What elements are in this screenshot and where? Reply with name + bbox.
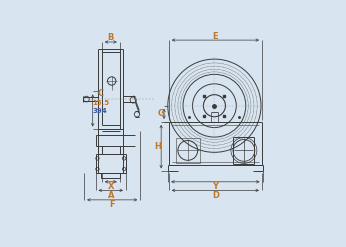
Text: 394: 394 xyxy=(93,108,108,114)
Text: H: H xyxy=(154,142,161,151)
Text: G: G xyxy=(157,109,164,118)
Text: D: D xyxy=(212,191,219,200)
Text: F: F xyxy=(109,200,115,209)
Text: C: C xyxy=(97,89,103,98)
Text: B: B xyxy=(108,33,114,42)
Text: 15.5: 15.5 xyxy=(92,100,109,106)
Text: X: X xyxy=(108,182,114,191)
Text: A: A xyxy=(108,191,114,200)
Text: E: E xyxy=(212,32,218,41)
Text: Y: Y xyxy=(212,182,218,191)
